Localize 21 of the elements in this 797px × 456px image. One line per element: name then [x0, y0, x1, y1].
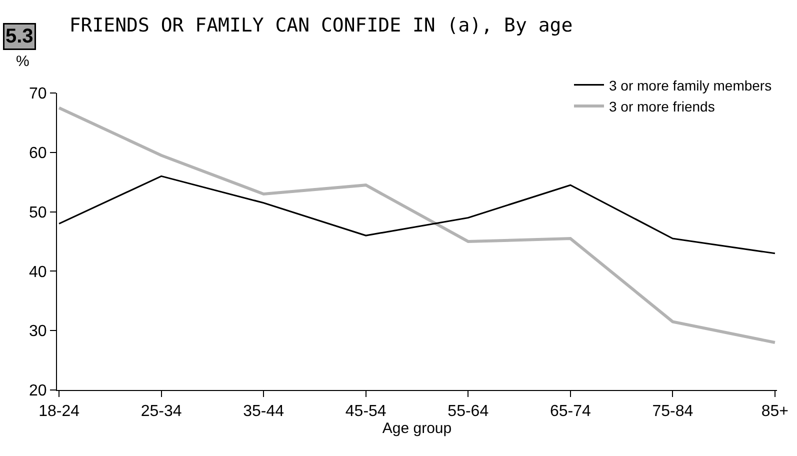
y-tick-label: 20	[29, 382, 47, 400]
legend-label: 3 or more friends	[609, 98, 715, 114]
y-tick-label: 30	[29, 323, 47, 340]
line-series	[58, 175, 776, 254]
x-tick-label: 75-84	[652, 403, 694, 420]
x-tick-label: 25-34	[140, 403, 182, 420]
x-tick-label: 65-74	[550, 403, 591, 420]
x-tick-label: 18-24	[38, 403, 80, 420]
x-tick-label: 45-54	[345, 403, 386, 420]
y-tick-label: 40	[29, 264, 47, 281]
text: 5.3	[6, 26, 34, 48]
y-axis-title: %	[16, 53, 30, 70]
legend-label: 3 or more family members	[609, 77, 772, 94]
y-tick-label: 50	[29, 204, 47, 222]
x-tick-label: 55-64	[448, 403, 489, 420]
chart-title: FRIENDS OR FAMILY CAN CONFIDE IN (a), By age	[69, 14, 573, 37]
x-tick-label: 85+	[761, 403, 789, 420]
y-tick-label: 70	[29, 86, 47, 103]
x-axis-title: Age group	[382, 420, 452, 438]
y-tick-label: 60	[29, 145, 47, 162]
x-tick-label: 35-44	[243, 403, 284, 420]
